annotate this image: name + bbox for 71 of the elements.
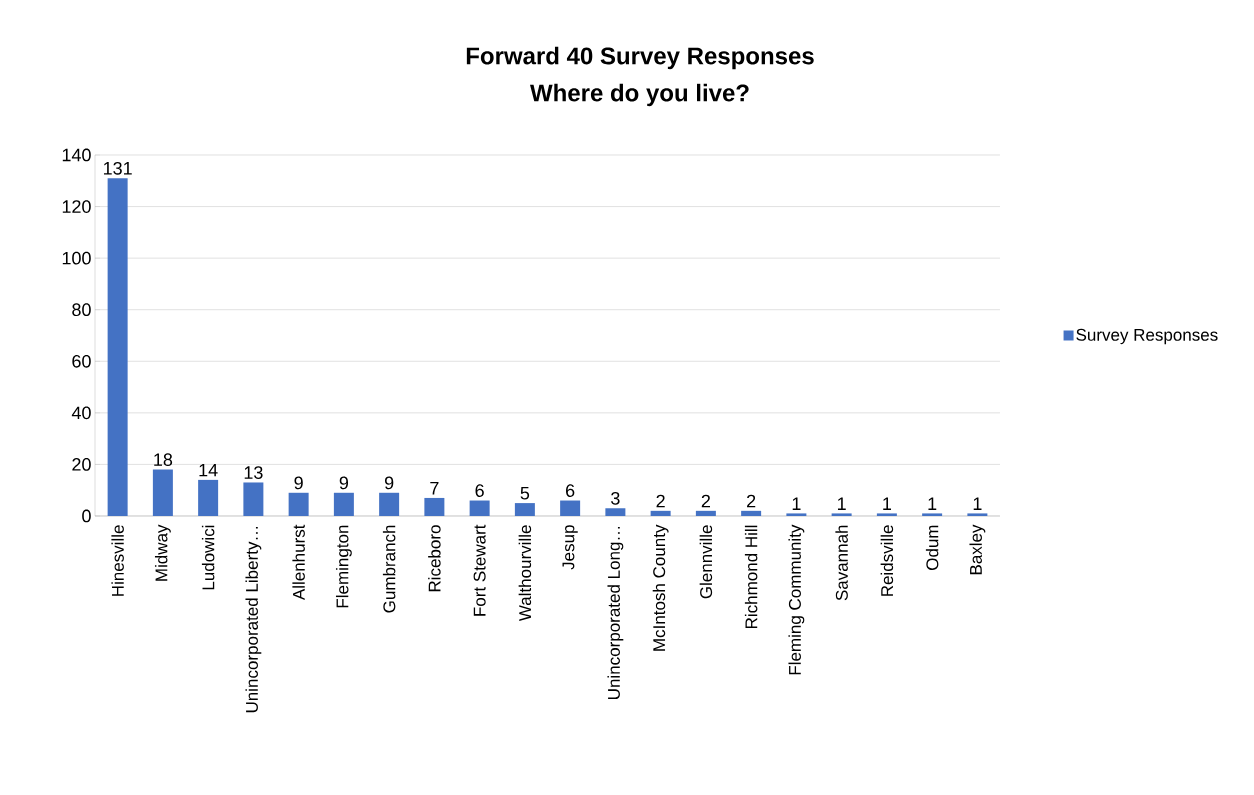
data-label: 3 [611,491,620,505]
x-tick-label: Midway [154,524,171,581]
data-label: 131 [103,161,132,175]
x-tick-label: Walthourville [518,525,532,622]
data-label: 5 [520,487,530,500]
x-tick-label: Riceboro [428,525,441,592]
bar [922,513,943,516]
x-tick-label: Ludowici [201,525,215,590]
x-tick-label: McIntosh County [652,524,669,651]
y-tick-label: 20 [72,458,91,471]
x-tick-label: Glennville [699,525,713,599]
data-label: 14 [199,463,218,477]
bar [469,500,490,516]
data-label: 6 [566,484,575,497]
x-tick-label: Odum [925,525,939,571]
data-label: 7 [430,482,439,495]
x-tick-label: Hinesville [111,525,124,596]
x-tick-label: Fort Stewart [473,524,486,616]
bar [514,503,535,516]
bar [333,492,354,516]
bar [695,510,716,516]
bar [831,513,852,516]
data-label: 1 [792,497,801,510]
data-label: 1 [883,497,891,510]
y-tick-label: 60 [72,354,91,368]
x-tick-label: Savannah [835,525,848,601]
x-tick-label: Flemington [335,525,352,608]
y-tick-label: 120 [62,200,91,213]
y-tick-label: 100 [62,251,91,265]
x-tick-label: Reidsville [880,525,894,596]
data-label: 1 [973,497,982,510]
data-label: 2 [701,494,710,508]
x-tick-label: Jesup [562,525,578,570]
x-tick-label: Unincorporated Long… [607,526,624,699]
y-tick-label: 0 [82,509,91,523]
y-tick-label: 140 [62,148,91,162]
bar [605,508,626,516]
y-tick-label: 40 [71,406,91,420]
x-tick-label: Gumbranch [382,525,396,613]
bar [243,482,264,516]
data-label: 9 [339,476,349,490]
data-label: 6 [475,484,484,497]
chart-title: Forward 40 Survey Responses [466,46,814,70]
data-label: 1 [837,497,846,510]
bar [107,178,128,516]
data-label: 18 [154,453,173,467]
bar [152,469,173,516]
y-tick-label: 80 [72,303,91,317]
bar [786,513,807,516]
x-tick-label: Fleming Community [788,524,805,675]
x-tick-label: Unincorporated Liberty… [245,526,262,713]
x-tick-label: Allenhurst [292,524,305,601]
data-label: 9 [294,476,303,490]
bar [967,513,988,516]
bar [379,492,400,516]
bar [198,479,219,516]
bar [560,500,581,516]
chart-subtitle: Where do you live? [530,83,749,107]
x-tick-label: Richmond Hill [744,525,758,628]
data-label: 2 [747,494,756,508]
data-label: 1 [928,497,937,510]
bar [876,513,897,516]
x-tick-label: Baxley [969,524,986,575]
data-label: 2 [656,494,665,508]
bar [288,492,309,516]
legend-label: Survey Responses [1076,328,1218,345]
bar [650,510,671,516]
data-label: 9 [384,476,394,490]
data-label: 13 [244,466,263,479]
bar [424,497,445,516]
bar [741,510,762,516]
